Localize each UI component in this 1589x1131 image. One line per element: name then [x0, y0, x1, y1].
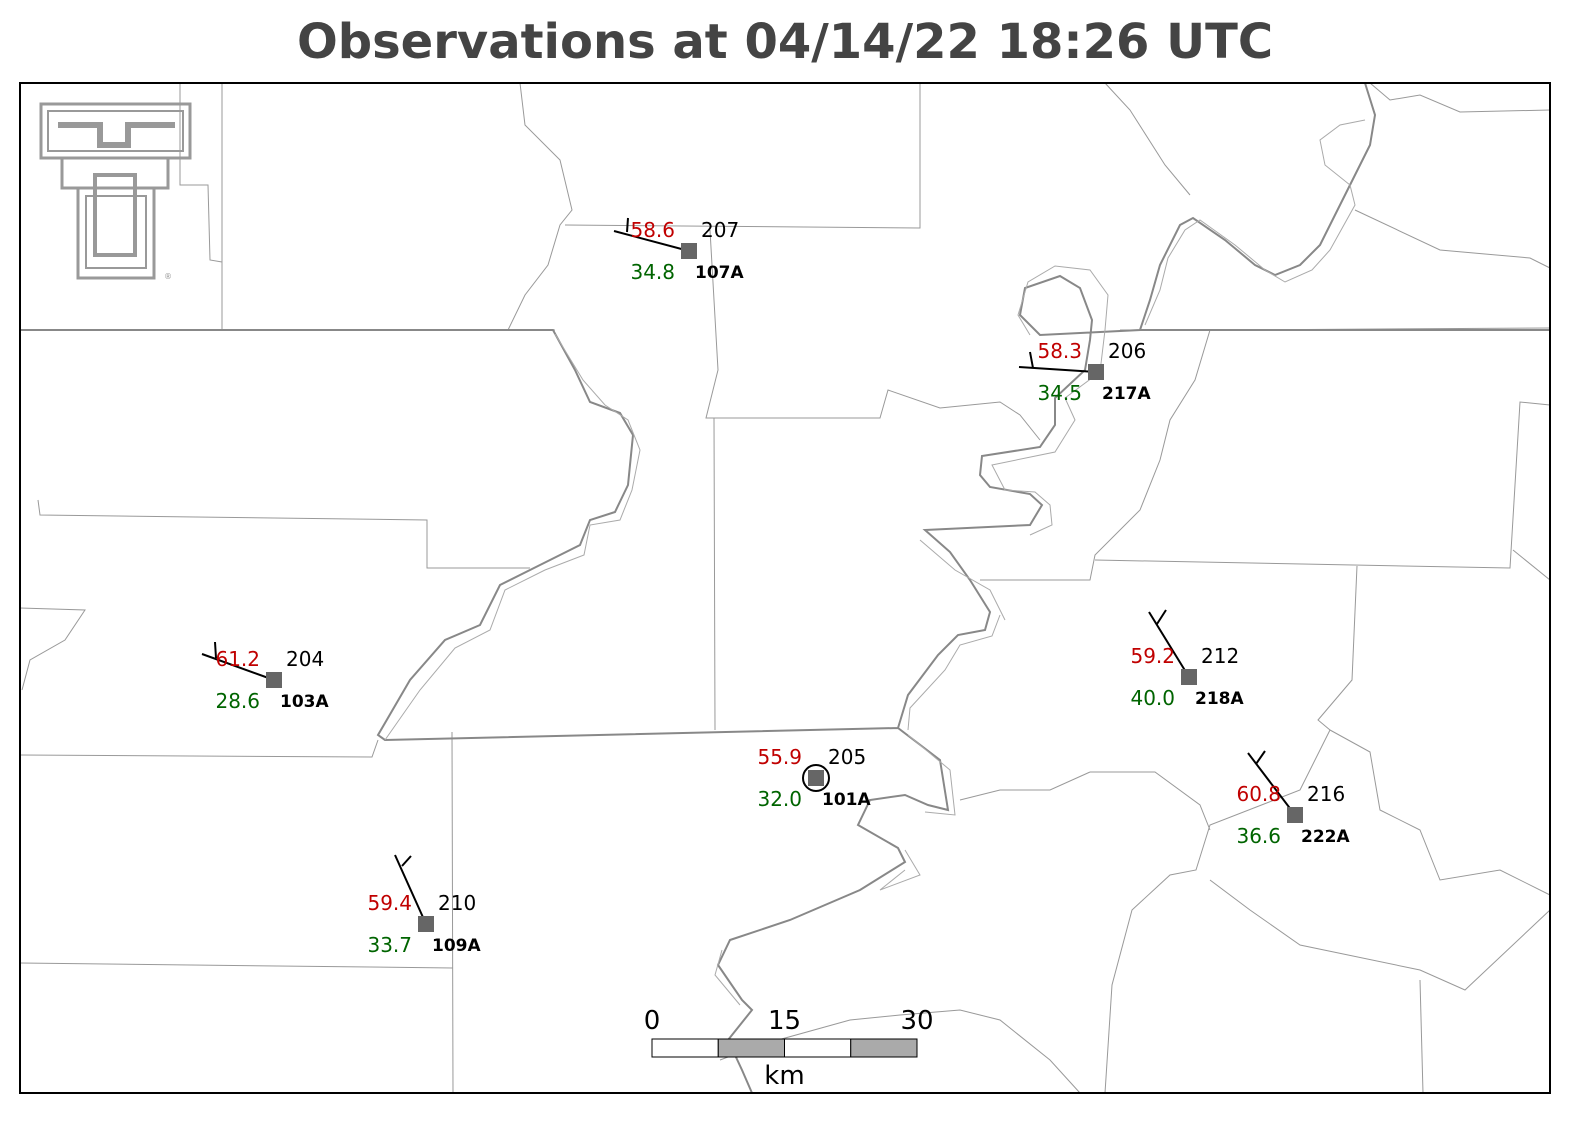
- pressure-value: 206: [1108, 339, 1146, 363]
- dewpoint: 34.8: [630, 260, 675, 284]
- scale-segment: [850, 1038, 918, 1058]
- dewpoint: 34.5: [1037, 381, 1082, 405]
- pressure-value: 212: [1201, 644, 1239, 668]
- scale-label: 0: [644, 1006, 661, 1036]
- station-marker: [418, 916, 434, 932]
- pressure-value: 204: [286, 647, 324, 671]
- dewpoint: 28.6: [215, 689, 260, 713]
- station-id: 109A: [432, 936, 481, 956]
- dewpoint: 40.0: [1130, 686, 1175, 710]
- station-marker: [1088, 364, 1104, 380]
- temperature: 60.8: [1236, 782, 1281, 806]
- station-id: 103A: [280, 692, 329, 712]
- station-marker: [808, 770, 824, 786]
- pressure-value: 216: [1307, 782, 1345, 806]
- temperature: 59.4: [367, 891, 412, 915]
- map-frame: [19, 82, 1551, 1094]
- title: Observations at 04/14/22 18:26 UTC: [297, 14, 1273, 70]
- station-marker: [681, 243, 697, 259]
- station-marker: [1287, 807, 1303, 823]
- pressure-value: 210: [438, 891, 476, 915]
- stations: 58.6 207 34.8 107A 58.3 206 34.5 217A 61.2 204 28.…: [215, 218, 1350, 957]
- logo-mark: ®: [164, 272, 172, 281]
- station-id: 101A: [822, 790, 871, 810]
- pressure-value: 207: [701, 218, 739, 242]
- station-id: 222A: [1301, 827, 1350, 847]
- scale-bar: 0 15 30 km: [644, 1006, 934, 1091]
- station-id: 217A: [1102, 384, 1151, 404]
- logo: ®: [39, 102, 192, 281]
- wind-barbs: [201, 217, 1296, 925]
- scale-label: 15: [768, 1006, 801, 1036]
- scale-unit: km: [764, 1061, 804, 1091]
- station-marker: [266, 672, 282, 688]
- station-id: 107A: [695, 263, 744, 283]
- scale-segment: [717, 1038, 785, 1058]
- station-id: 218A: [1195, 689, 1244, 709]
- temperature: 59.2: [1130, 644, 1175, 668]
- pressure-value: 205: [828, 745, 866, 769]
- scale-segment: [651, 1038, 719, 1058]
- station-marker: [1181, 669, 1197, 685]
- map-background: [19, 82, 1551, 1094]
- scale-segment: [784, 1038, 852, 1058]
- temperature: 58.6: [630, 218, 675, 242]
- temperature: 55.9: [757, 745, 802, 769]
- dewpoint: 33.7: [367, 933, 412, 957]
- temperature: 58.3: [1037, 339, 1082, 363]
- dewpoint: 32.0: [757, 787, 802, 811]
- temperature: 61.2: [215, 647, 260, 671]
- scale-label: 30: [900, 1006, 933, 1036]
- dewpoint: 36.6: [1236, 824, 1281, 848]
